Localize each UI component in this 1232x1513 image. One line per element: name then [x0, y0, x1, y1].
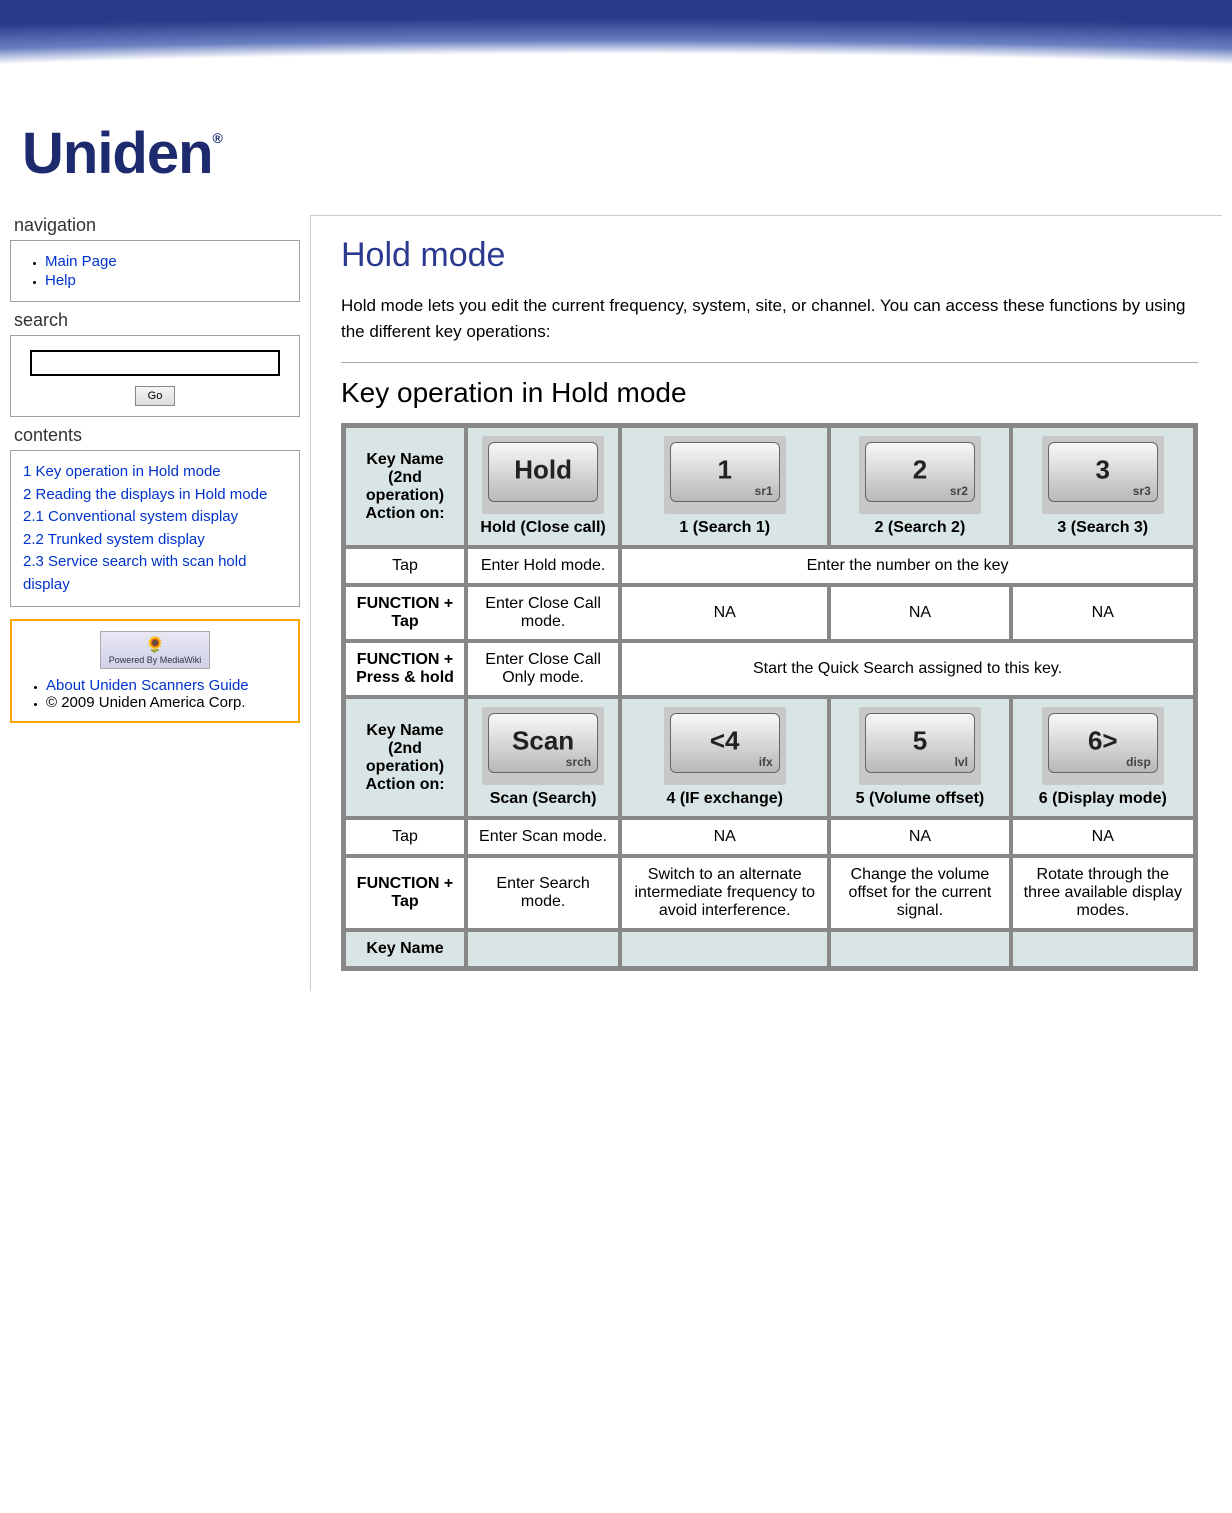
key-operation-table: Key Name (2nd operation) Action on: Hold…	[341, 423, 1198, 971]
table-row: FUNCTION + Tap Enter Search mode. Switch…	[345, 857, 1194, 929]
key-icon-hold: Hold	[488, 442, 598, 502]
th-key2: 2 sr2 2 (Search 2)	[830, 427, 1009, 546]
toc-link-1[interactable]: 1 Key operation in Hold mode	[23, 461, 287, 484]
th-key1: 1 sr1 1 (Search 1)	[621, 427, 828, 546]
search-heading: search	[14, 310, 300, 331]
header-banner	[0, 0, 1232, 90]
th-key6: 6> disp 6 (Display mode)	[1012, 698, 1194, 817]
th-keyname-2: Key Name (2nd operation) Action on:	[345, 698, 465, 817]
th-keyname-1: Key Name (2nd operation) Action on:	[345, 427, 465, 546]
brand-logo: Uniden®	[0, 90, 1232, 207]
table-row: FUNCTION + Tap Enter Close Call mode. NA…	[345, 586, 1194, 640]
toc-link-2-2[interactable]: 2.2 Trunked system display	[23, 529, 287, 552]
th-scan: Scan srch Scan (Search)	[467, 698, 619, 817]
th-empty	[621, 931, 828, 967]
th-empty	[467, 931, 619, 967]
divider	[341, 362, 1198, 363]
th-hold: Hold Hold (Close call)	[467, 427, 619, 546]
about-link[interactable]: About Uniden Scanners Guide	[46, 677, 249, 694]
th-key4: <4 ifx 4 (IF exchange)	[621, 698, 828, 817]
key-icon-1: 1 sr1	[670, 442, 780, 502]
nav-heading: navigation	[14, 215, 300, 236]
key-icon-2: 2 sr2	[865, 442, 975, 502]
th-key5: 5 lvl 5 (Volume offset)	[830, 698, 1009, 817]
key-icon-3: 3 sr3	[1048, 442, 1158, 502]
key-icon-scan: Scan srch	[488, 713, 598, 773]
page-title: Hold mode	[341, 236, 1198, 275]
nav-section: navigation Main Page Help	[10, 215, 300, 302]
search-go-button[interactable]: Go	[135, 386, 176, 406]
toc-link-2-1[interactable]: 2.1 Conventional system display	[23, 506, 287, 529]
search-input[interactable]	[30, 350, 280, 376]
section-title-1: Key operation in Hold mode	[341, 377, 1198, 409]
th-key3: 3 sr3 3 (Search 3)	[1012, 427, 1194, 546]
nav-link-help[interactable]: Help	[45, 272, 76, 289]
contents-heading: contents	[14, 425, 300, 446]
toc-link-2[interactable]: 2 Reading the displays in Hold mode	[23, 484, 287, 507]
table-row: Tap Enter Hold mode. Enter the number on…	[345, 548, 1194, 584]
sidebar: navigation Main Page Help search Go cont…	[10, 207, 310, 723]
main-content: Hold mode Hold mode lets you edit the cu…	[310, 215, 1222, 991]
intro-paragraph: Hold mode lets you edit the current freq…	[341, 293, 1198, 344]
key-icon-4: <4 ifx	[670, 713, 780, 773]
th-empty	[1012, 931, 1194, 967]
key-icon-6: 6> disp	[1048, 713, 1158, 773]
nav-link-main[interactable]: Main Page	[45, 253, 117, 270]
table-row: Tap Enter Scan mode. NA NA NA	[345, 819, 1194, 855]
mediawiki-logo: 🌻 Powered By MediaWiki	[100, 631, 210, 669]
contents-section: contents 1 Key operation in Hold mode 2 …	[10, 425, 300, 607]
th-keyname-3: Key Name	[345, 931, 465, 967]
table-row: FUNCTION + Press & hold Enter Close Call…	[345, 642, 1194, 696]
footer-box: 🌻 Powered By MediaWiki About Uniden Scan…	[10, 619, 300, 723]
key-icon-5: 5 lvl	[865, 713, 975, 773]
th-empty	[830, 931, 1009, 967]
copyright-text: © 2009 Uniden America Corp.	[46, 694, 286, 711]
toc-link-2-3[interactable]: 2.3 Service search with scan hold displa…	[23, 551, 287, 596]
search-section: search Go	[10, 310, 300, 417]
